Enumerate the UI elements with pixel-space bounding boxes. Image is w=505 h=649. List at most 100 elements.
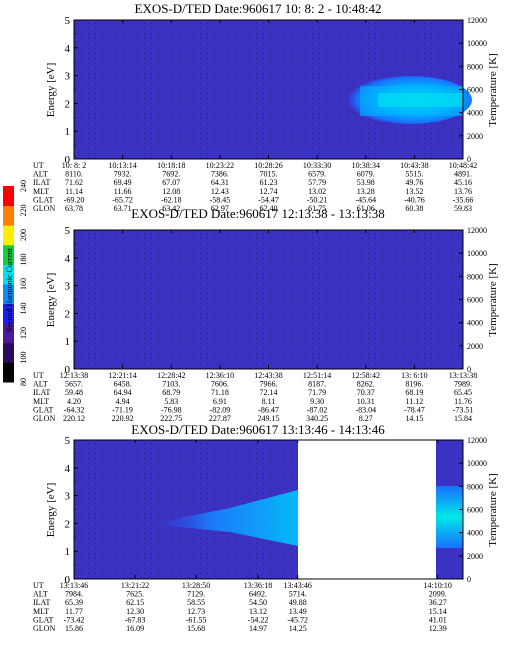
ephemeris-row-label: MLT [33,607,49,616]
ephemeris-value: 13.12 [249,607,267,616]
ephemeris-value: 10:13:14 [108,161,136,170]
ephemeris-value: 13.52 [405,187,423,196]
ephemeris-value: 10.31 [357,397,375,406]
ephemeris-value: 68.19 [405,388,423,397]
ephemeris-value: 2099. [429,590,447,599]
energy-axis: 0 1 2 3 4 5 [65,15,78,166]
ephemeris-value: -87.02 [307,405,328,414]
temperature-tick-label: 0 [467,575,471,584]
colorbar-tick-label: 180 [19,254,28,266]
ephemeris-value: 12:28:42 [157,371,185,380]
energy-axis-label: Energy [eV] [45,483,57,537]
ephemeris-table: UTALTILATMLTGLATGLON12:13:385657.59.484.… [33,371,477,423]
ephemeris-value: 70.37 [357,388,375,397]
ephemeris-row-label: GLAT [33,405,54,414]
temperature-axis: 0 2000 4000 6000 8000 10000 12000 [459,16,487,164]
ephemeris-value: 7984. [65,590,83,599]
energy-tick-label: 0 [65,364,71,376]
ephemeris-value: -82.09 [210,405,231,414]
ephemeris-row-label: ALT [33,170,48,179]
colorbar-swatch [3,284,14,305]
ephemeris-value: 6492. [249,590,267,599]
ephemeris-value: 11.66 [114,187,132,196]
ephemeris-value: 7932. [114,170,132,179]
ephemeris-value: 61.75 [308,204,326,213]
ephemeris-value: 10:43:38 [400,161,428,170]
ephemeris-value: 13.28 [357,187,375,196]
temperature-tick-label: 6000 [467,506,483,515]
ephemeris-value: -71.19 [112,405,133,414]
ephemeris-value: -69.20 [64,195,85,204]
temperature-tick-label: 10000 [467,459,487,468]
ephemeris-value: 45.16 [454,178,472,187]
energy-tick-label: 3 [65,491,71,503]
temperature-tick-label: 6000 [467,86,483,95]
ephemeris-value: 16.09 [126,624,144,633]
ephemeris-value: -45.64 [355,195,376,204]
ephemeris-value: 62.97 [211,204,229,213]
ephemeris-value: 9.30 [310,397,324,406]
ephemeris-row-label: ILAT [33,598,50,607]
plasma-core [378,93,463,107]
ephemeris-row-label: UT [33,371,44,380]
ephemeris-value: 59.83 [454,204,472,213]
colorbar-swatch [3,323,14,344]
ephemeris-row-label: GLON [33,624,55,633]
temperature-tick-label: 12000 [467,16,487,25]
ephemeris-value: 220.12 [63,414,85,423]
ephemeris-value: 12.74 [260,187,278,196]
ephemeris-value: 7103. [162,380,180,389]
colorbar-tick-label: 240 [19,180,28,192]
ephemeris-row-label: GLAT [33,615,54,624]
ephemeris-value: 8.27 [359,414,373,423]
ephemeris-row-label: ILAT [33,388,50,397]
ephemeris-value: 11.77 [65,607,83,616]
ephemeris-value: 12.30 [126,607,144,616]
ephemeris-value: -62.18 [161,195,182,204]
ephemeris-value: 249.15 [258,414,280,423]
ephemeris-value: -76.98 [161,405,182,414]
ephemeris-value: 10:33:30 [303,161,331,170]
panel-title: EXOS-D/TED Date:960617 13:13:46 - 14:13:… [131,422,385,437]
ephemeris-value: 49.76 [405,178,423,187]
energy-axis-label: Energy [eV] [45,63,57,117]
ephemeris-value: 5714. [289,590,307,599]
ephemeris-value: 63.71 [114,204,132,213]
ephemeris-row-label: GLAT [33,195,54,204]
panel-1: EXOS-D/TED Date:960617 10: 8: 2 - 10:48:… [33,1,499,213]
energy-tick-label: 5 [65,15,71,27]
ephemeris-value: 227.87 [209,414,231,423]
ephemeris-value: 220.92 [112,414,134,423]
colorbar-swatch [3,244,14,265]
ephemeris-value: 7129. [187,590,205,599]
ephemeris-value: -78.47 [404,405,425,414]
ephemeris-value: 61.06 [357,204,375,213]
energy-tick-label: 1 [65,336,71,348]
ephemeris-value: 10:28:26 [254,161,282,170]
energy-tick-label: 5 [65,225,71,237]
ephemeris-value: 62.40 [260,204,278,213]
ephemeris-value: 222.75 [160,414,182,423]
ephemeris-value: 10: 8: 2 [62,161,86,170]
energy-tick-label: 4 [65,463,71,475]
ephemeris-value: 10:23:22 [206,161,234,170]
ephemeris-value: -64.32 [64,405,85,414]
ephemeris-value: 4891. [454,170,472,179]
ephemeris-value: -61.55 [186,615,207,624]
ephemeris-row-label: UT [33,161,44,170]
ephemeris-value: -65.72 [112,195,133,204]
ephemeris-value: 14.97 [249,624,267,633]
ephemeris-value: 11.14 [65,187,83,196]
ephemeris-value: 8196. [405,380,423,389]
ephemeris-value: 6458. [114,380,132,389]
colorbar: 80 100 120 140 160 180 200 220 240 Second Harmon… [3,180,28,386]
colorbar-tick-label: 120 [19,327,28,339]
energy-axis: 0 1 2 3 4 5 [65,435,78,586]
ephemeris-value: 10:18:18 [157,161,185,170]
ephemeris-value: -35.66 [453,195,474,204]
ephemeris-value: 71.62 [65,178,83,187]
ephemeris-value: -86.47 [258,405,279,414]
ephemeris-row-label: ALT [33,380,48,389]
energy-tick-label: 3 [65,71,71,83]
